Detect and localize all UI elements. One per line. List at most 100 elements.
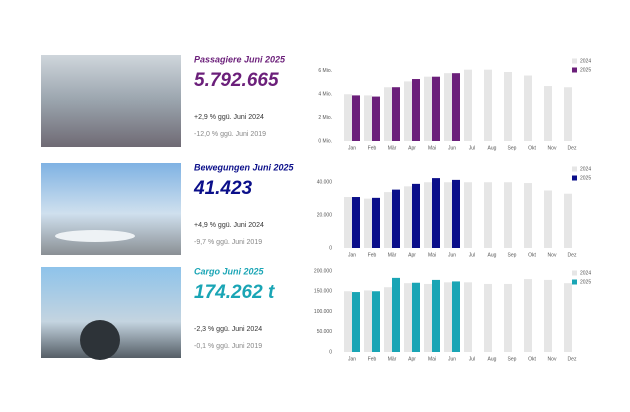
bar (424, 283, 432, 352)
bar (444, 182, 452, 248)
bar (444, 73, 452, 141)
panel-title: Passagiere Juni 2025 (194, 54, 286, 64)
legend-swatch (572, 58, 577, 64)
bar (404, 186, 412, 248)
bar (564, 283, 572, 352)
bar (372, 197, 380, 248)
bar (564, 87, 572, 141)
x-tick-label: Mär (388, 356, 397, 362)
bar (364, 198, 372, 248)
bar (352, 95, 360, 141)
bar (412, 183, 420, 248)
bar (424, 76, 432, 141)
change-2019: -0,1 % ggü. Juni 2019 (194, 343, 262, 350)
bar (372, 96, 380, 141)
photo-aircraft-shape (55, 230, 135, 242)
y-tick-label: 200.000 (314, 268, 332, 274)
y-tick-label: 0 (329, 349, 332, 355)
x-tick-label: Nov (548, 356, 557, 362)
x-tick-label: Mai (428, 145, 436, 151)
x-tick-label: Jan (348, 145, 356, 151)
x-tick-label: Aug (488, 252, 497, 258)
bar (384, 287, 392, 352)
bar (464, 69, 472, 141)
bar (392, 189, 400, 248)
bar (404, 283, 412, 352)
x-tick-label: Jun (448, 145, 456, 151)
bar (464, 282, 472, 352)
x-tick-label: Okt (528, 145, 536, 151)
x-tick-label: Dez (568, 356, 577, 362)
y-tick-label: 150.000 (314, 289, 332, 295)
bar (432, 178, 440, 248)
panel-value: 5.792.665 (194, 70, 279, 91)
bar (484, 69, 492, 141)
bar (524, 75, 532, 141)
change-2019: -12,0 % ggü. Juni 2019 (194, 131, 266, 138)
bar (352, 292, 360, 352)
bar (352, 197, 360, 248)
bar (432, 279, 440, 352)
x-tick-label: Apr (408, 356, 416, 362)
panel-value: 174.262 t (194, 282, 275, 303)
x-tick-label: Jan (348, 356, 356, 362)
x-tick-label: Aug (488, 356, 497, 362)
x-tick-label: Feb (368, 252, 377, 258)
bar (392, 277, 400, 352)
bar (344, 94, 352, 141)
legend-swatch (572, 175, 577, 181)
x-tick-label: Feb (368, 145, 377, 151)
bar (564, 193, 572, 248)
bar (372, 291, 380, 352)
bar (544, 190, 552, 248)
legend-swatch (572, 166, 577, 172)
x-tick-label: Sep (508, 145, 517, 151)
x-tick-label: Jan (348, 252, 356, 258)
bar (384, 87, 392, 141)
bar (364, 95, 372, 141)
legend-label: 2025 (580, 279, 591, 285)
x-tick-label: Jun (448, 252, 456, 258)
bar (544, 86, 552, 141)
change-2024: +2,9 % ggü. Juni 2024 (194, 114, 264, 121)
x-tick-label: Nov (548, 252, 557, 258)
y-tick-label: 4 Mio. (318, 92, 332, 98)
bar (384, 192, 392, 248)
bar (464, 182, 472, 248)
x-tick-label: Mai (428, 356, 436, 362)
panel-title: Bewegungen Juni 2025 (194, 162, 295, 172)
bar (452, 73, 460, 141)
x-tick-label: Feb (368, 356, 377, 362)
legend-label: 2024 (580, 270, 591, 276)
x-tick-label: Mär (388, 145, 397, 151)
photo-terminal (41, 55, 181, 147)
bar (504, 182, 512, 248)
y-tick-label: 0 (329, 245, 332, 251)
x-tick-label: Okt (528, 356, 536, 362)
x-tick-label: Dez (568, 145, 577, 151)
x-tick-label: Sep (508, 252, 517, 258)
legend-swatch (572, 67, 577, 73)
photo-engine (80, 320, 120, 360)
y-tick-label: 0 Mio. (318, 138, 332, 144)
legend-label: 2025 (580, 175, 591, 181)
bar (504, 72, 512, 141)
legend-swatch (572, 279, 577, 285)
bar (504, 283, 512, 352)
x-tick-label: Apr (408, 252, 416, 258)
bar (544, 279, 552, 352)
y-tick-label: 2 Mio. (318, 115, 332, 121)
bar (484, 283, 492, 352)
legend-label: 2024 (580, 166, 591, 172)
x-tick-label: Apr (408, 145, 416, 151)
y-tick-label: 6 Mio. (318, 68, 332, 74)
x-tick-label: Aug (488, 145, 497, 151)
y-tick-label: 40.000 (317, 180, 333, 186)
bar (444, 282, 452, 352)
x-tick-label: Jul (469, 252, 475, 258)
x-tick-label: Sep (508, 356, 517, 362)
change-2024: -2,3 % ggü. Juni 2024 (194, 326, 262, 333)
y-tick-label: 50.000 (317, 329, 333, 335)
x-tick-label: Jul (469, 145, 475, 151)
panel-title: Cargo Juni 2025 (194, 266, 265, 276)
